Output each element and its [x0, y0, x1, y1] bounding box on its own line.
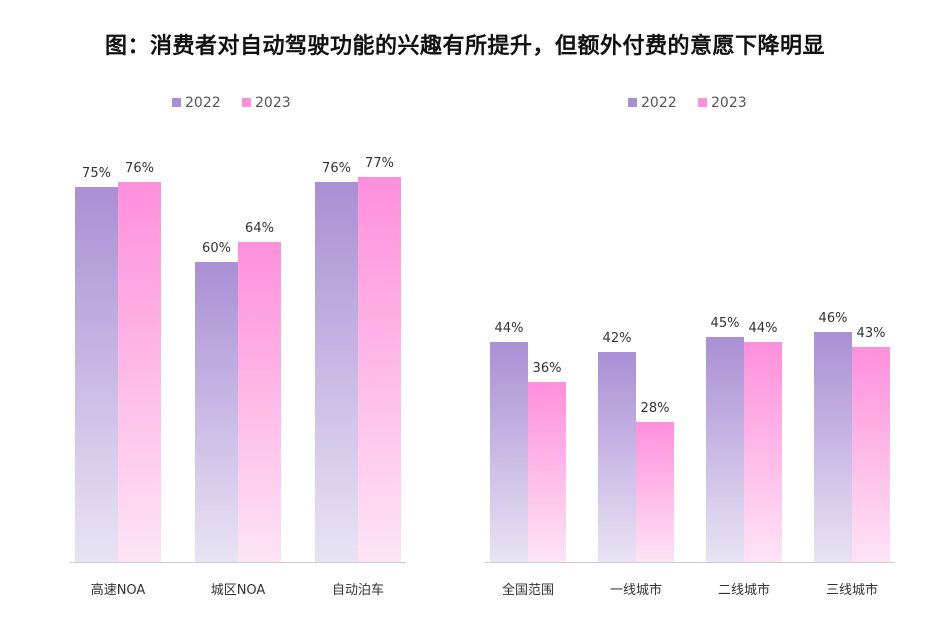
legend-swatch-2022	[172, 98, 181, 107]
category-label-自动泊车: 自动泊车	[332, 582, 384, 598]
bar-2023-三线城市	[852, 347, 890, 562]
data-label-2023-城区NOA: 64%	[245, 221, 274, 236]
bar-2023-二线城市	[744, 342, 782, 562]
bar-2023-一线城市	[636, 422, 674, 562]
category-label-三线城市: 三线城市	[826, 582, 878, 598]
bar-2022-二线城市	[706, 337, 744, 562]
data-label-2023-二线城市: 44%	[749, 321, 778, 336]
data-label-2022-自动泊车: 76%	[322, 161, 351, 176]
category-label-城区NOA: 城区NOA	[211, 583, 266, 598]
bar-2022-全国范围	[490, 342, 528, 562]
data-label-2023-一线城市: 28%	[641, 401, 670, 416]
bar-2023-城区NOA	[238, 242, 281, 562]
data-label-2022-高速NOA: 75%	[82, 166, 111, 181]
bar-2023-全国范围	[528, 382, 566, 562]
bar-2023-自动泊车	[358, 177, 401, 562]
legend-swatch-2022	[628, 98, 637, 107]
data-label-2023-三线城市: 43%	[857, 326, 886, 341]
data-label-2023-高速NOA: 76%	[125, 161, 154, 176]
category-label-一线城市: 一线城市	[610, 582, 662, 598]
legend-swatch-2023	[698, 98, 707, 107]
legend-swatch-2023	[242, 98, 251, 107]
legend-label-2022: 2022	[641, 95, 677, 111]
bar-2023-高速NOA	[118, 182, 161, 562]
category-label-全国范围: 全国范围	[502, 582, 554, 598]
bar-chart-1: 2022 2023 75% 76% 高速NOA 60% 64% 城区NOA 76% 77% 自动泊车	[70, 95, 406, 598]
legend-label-2023: 2023	[711, 95, 747, 111]
bar-2022-高速NOA	[75, 187, 118, 562]
data-label-2023-全国范围: 36%	[533, 361, 562, 376]
bar-2022-自动泊车	[315, 182, 358, 562]
bar-2022-城区NOA	[195, 262, 238, 562]
category-label-高速NOA: 高速NOA	[91, 582, 146, 598]
legend-label-2023: 2023	[255, 95, 291, 111]
bar-2022-一线城市	[598, 352, 636, 562]
bar-2022-三线城市	[814, 332, 852, 562]
legend-label-2022: 2022	[185, 95, 221, 111]
data-label-2022-城区NOA: 60%	[202, 241, 231, 256]
bar-chart-2: 2022 2023 44% 36% 全国范围 42% 28% 一线城市 45% 44% 二线城市 46…	[485, 95, 895, 598]
data-label-2023-自动泊车: 77%	[365, 156, 394, 171]
category-label-二线城市: 二线城市	[718, 582, 770, 598]
data-label-2022-三线城市: 46%	[819, 311, 848, 326]
data-label-2022-二线城市: 45%	[711, 316, 740, 331]
data-label-2022-一线城市: 42%	[603, 331, 632, 346]
chart-title: 图：消费者对自动驾驶功能的兴趣有所提升，但额外付费的意愿下降明显	[104, 34, 825, 59]
data-label-2022-全国范围: 44%	[495, 321, 524, 336]
